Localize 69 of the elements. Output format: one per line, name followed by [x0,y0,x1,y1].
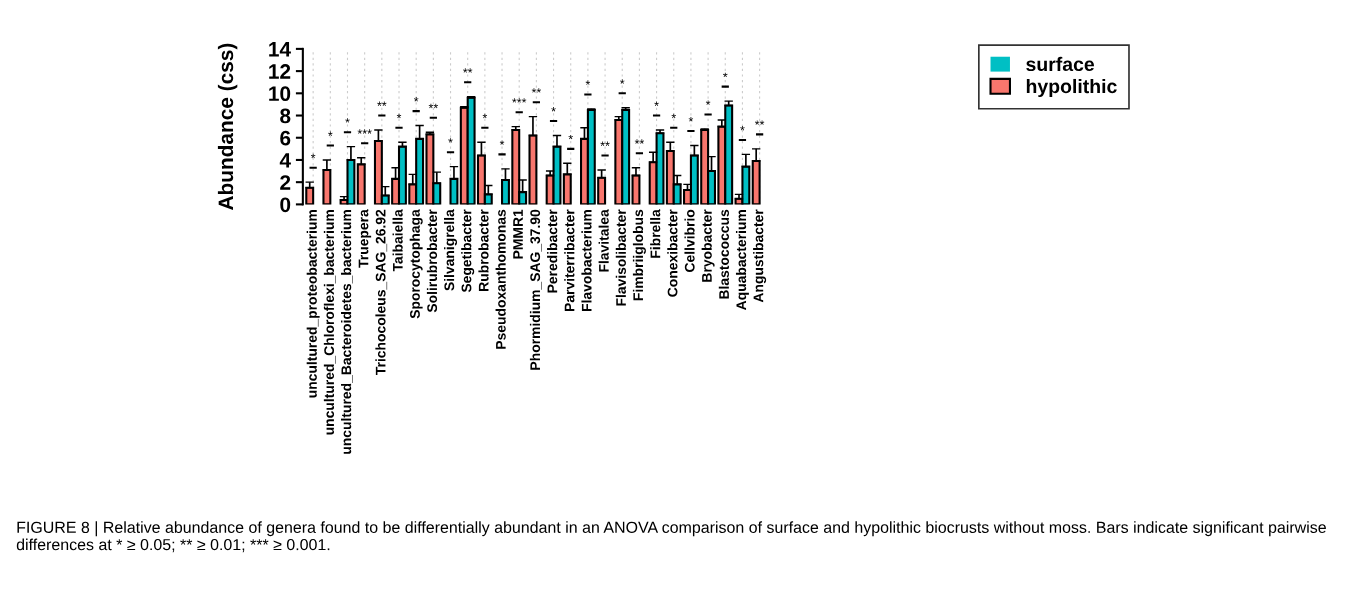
annotation: * [723,72,728,78]
annotation: *** [512,98,527,103]
caption: FIGURE 8 | Relative abundance of genera found to be differentially abundant in an ANOVA comparison of surface and hypolithic biocrusts without moss. Bars indicate significant pairwise differences at * ≥ 0.05; ** ≥ 0.01; *** ≥ 0.001. [16,521,1326,553]
annotation: * [740,125,745,131]
x-tick-label: Flavitalea [598,209,609,272]
annotation: ** [428,103,439,109]
y-tick-label: 0 [280,197,291,213]
x-tick-label: Angustibacter [753,209,767,303]
x-tick-label: Flavisolibacter [615,209,626,306]
x-tick-label: uncultured_Chloroflexi_bacterium [323,210,336,435]
y-axis-title: Abundance (css) [217,43,238,211]
annotation: * [413,97,419,102]
x-tick-label: Cellvibrio [684,209,695,272]
annotation: * [671,113,676,119]
x-tick-label: Truepera [358,209,372,268]
annotation: ** [600,141,610,146]
y-tick-label: 10 [269,86,291,102]
annotation: * [499,140,505,145]
x-tick-label: Pseudoxanthomonas [495,209,506,349]
annotation: * [482,113,488,119]
y-tick-label: 8 [280,108,291,124]
annotation: * [396,113,402,119]
annotation: * [310,153,316,159]
x-tick-label: Bryobacter [701,209,715,282]
x-tick-label: Phormidium_SAG_37.90 [529,209,542,370]
y-tick-label: 14 [269,42,291,57]
x-tick-label: Parviterribacter [564,209,575,311]
x-tick-label: Sporocytophaga [409,209,423,319]
annotation: ** [377,101,387,106]
legend-label: surface [1026,56,1095,72]
x-tick-label: Fimbriiglobus [632,209,646,301]
bar [322,168,332,205]
y-tick-label: 4 [279,153,291,168]
x-tick-label: Segetibacter [461,209,475,293]
x-tick-label: Flavobacterium [581,210,592,311]
x-tick-label: Rubrobacter [478,209,489,291]
annotation: ** [531,88,542,93]
x-tick-label: Taibaiella [392,209,403,272]
bar [449,177,459,205]
annotation: *** [357,129,372,134]
x-tick-label: Peredibacter [547,209,558,293]
y-tick-label: 6 [280,130,291,146]
x-tick-label: Aquabacterium [735,210,749,310]
x-tick-label: PMMR1 [513,209,523,259]
annotation: ** [463,68,473,73]
annotation: * [654,101,659,106]
annotation: * [328,131,333,136]
annotation: * [620,79,625,84]
annotation: * [688,117,694,122]
legend-label: hypolithic [1026,78,1117,98]
annotation: * [705,100,711,105]
annotation: ** [634,139,645,144]
annotation: * [568,134,573,140]
bar [751,160,761,205]
x-tick-label: Fibrella [650,209,661,258]
annotation: * [448,138,453,143]
annotation: * [345,118,350,123]
x-tick-label: uncultured_proteobacterium [306,210,320,398]
x-tick-label: uncultured_Bacteroidetes_bacterium [341,210,353,454]
x-tick-label: Trichocoleus_SAG_26.92 [375,209,388,376]
annotation: * [585,80,591,85]
x-tick-label: Blastococcus [718,209,729,299]
y-tick-label: 12 [269,64,291,79]
x-tick-label: Conexibacter [667,209,678,297]
x-tick-label: Solirubrobacter [426,209,438,313]
x-tick-label: Silvanigrella [444,209,458,291]
annotation: * [551,107,556,112]
annotation: ** [754,120,765,125]
y-tick-label: 2 [280,175,291,190]
